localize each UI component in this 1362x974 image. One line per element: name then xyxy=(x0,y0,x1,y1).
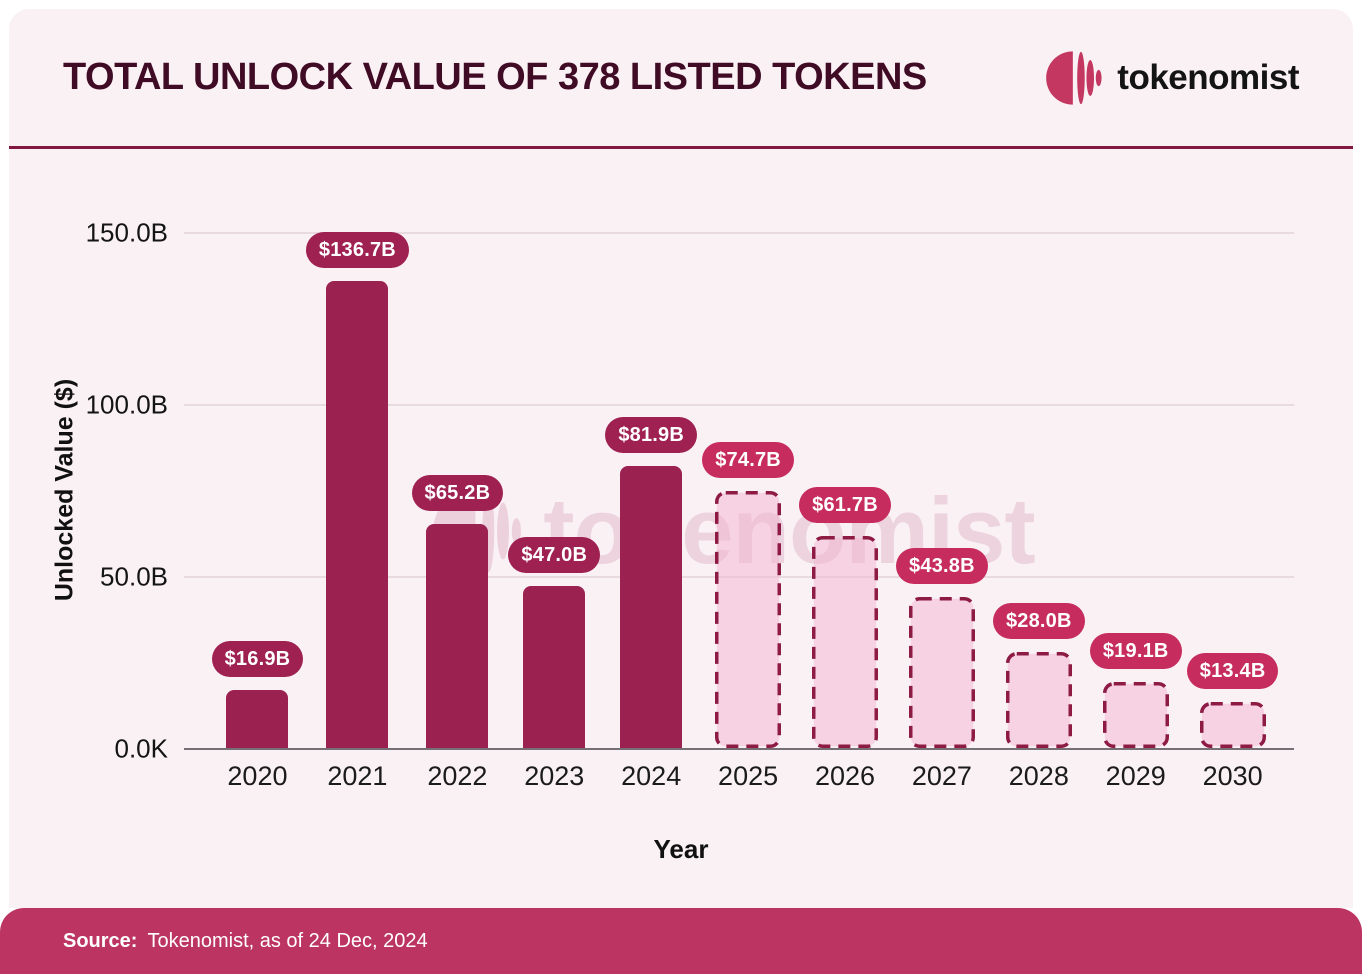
y-axis-title: Unlocked Value ($) xyxy=(50,378,79,602)
footer: Source: Tokenomist, as of 24 Dec, 2024 xyxy=(0,908,1362,974)
bar-column-2022: $65.2B 2022 xyxy=(409,232,506,791)
gridline-0-0k xyxy=(184,748,1294,750)
bar-2020 xyxy=(226,690,289,748)
bar-column-2021: $136.7B 2021 xyxy=(305,232,409,791)
bar-2024 xyxy=(620,466,683,748)
x-tick-2030: 2030 xyxy=(1202,761,1263,791)
x-tick-2029: 2029 xyxy=(1105,761,1166,791)
value-pill-2023: $47.0B xyxy=(508,537,601,573)
projected-bar-2026 xyxy=(812,536,878,748)
page-title: TOTAL UNLOCK VALUE OF 378 LISTED TOKENS xyxy=(63,56,927,98)
x-tick-2027: 2027 xyxy=(911,761,972,791)
plot-area: 150.0B 100.0B 50.0B 0.0K tokenomist $16.9B 2… xyxy=(86,218,1294,791)
y-tick-50-0b: 50.0B xyxy=(100,561,168,592)
y-tick-150-0b: 150.0B xyxy=(85,217,168,248)
brand-logo: tokenomist xyxy=(1045,49,1299,107)
source-label: Source: xyxy=(63,929,138,952)
header: TOTAL UNLOCK VALUE OF 378 LISTED TOKENS … xyxy=(9,9,1353,146)
bar-2022 xyxy=(426,524,489,748)
projected-bar-2028 xyxy=(1005,652,1072,748)
value-pill-2022: $65.2B xyxy=(411,475,504,511)
gridline-100-0b xyxy=(184,404,1294,406)
value-pill-2025: $74.7B xyxy=(702,442,794,478)
x-tick-2023: 2023 xyxy=(524,761,585,791)
bar-column-2026: $61.7B 2026 xyxy=(797,232,894,791)
brand-name: tokenomist xyxy=(1117,57,1299,97)
bar-column-2024: $81.9B 2024 xyxy=(603,232,700,791)
projected-bar-2027 xyxy=(908,597,975,748)
x-tick-2022: 2022 xyxy=(427,761,488,791)
bar-column-2027: $43.8B 2027 xyxy=(893,232,990,791)
value-pill-2030: $13.4B xyxy=(1186,653,1279,689)
x-tick-2021: 2021 xyxy=(327,761,388,791)
x-tick-2025: 2025 xyxy=(718,761,779,791)
tokenomist-logo-icon xyxy=(1046,50,1102,105)
value-pill-2021: $136.7B xyxy=(305,232,409,268)
bar-column-2030: $13.4B 2030 xyxy=(1184,232,1281,791)
projected-bar-2029 xyxy=(1102,682,1169,748)
source-text: Tokenomist, as of 24 Dec, 2024 xyxy=(147,929,428,952)
value-pill-2026: $61.7B xyxy=(799,487,891,523)
bar-column-2028: $28.0B 2028 xyxy=(990,232,1087,791)
value-pill-2028: $28.0B xyxy=(992,603,1085,639)
x-axis-title: Year xyxy=(653,834,709,864)
bars: $16.9B 2020 $136.7B 2021 $65.2B 2022 $47.0B 202… xyxy=(209,232,1281,791)
bar-column-2023: $47.0B 2023 xyxy=(506,232,603,791)
x-tick-2020: 2020 xyxy=(227,761,288,791)
bar-2023 xyxy=(523,586,586,748)
bar-2021 xyxy=(326,281,389,748)
chart: Unlocked Value ($) 150.0B 100.0B 50.0B 0.0K… xyxy=(9,149,1353,908)
y-tick-0-0k: 0.0K xyxy=(114,733,169,764)
value-pill-2020: $16.9B xyxy=(211,641,304,677)
gridline-150-0b xyxy=(184,232,1294,234)
x-tick-2026: 2026 xyxy=(814,761,876,791)
x-tick-2024: 2024 xyxy=(621,761,682,791)
bar-column-2020: $16.9B 2020 xyxy=(209,232,306,791)
value-pill-2027: $43.8B xyxy=(896,548,988,584)
chart-card: TOTAL UNLOCK VALUE OF 378 LISTED TOKENS … xyxy=(9,9,1353,908)
x-tick-2028: 2028 xyxy=(1008,761,1069,791)
value-pill-2029: $19.1B xyxy=(1089,633,1182,669)
header-divider xyxy=(9,146,1353,149)
bar-column-2029: $19.1B 2029 xyxy=(1087,232,1184,791)
projected-bar-2025 xyxy=(715,491,782,748)
value-pill-2024: $81.9B xyxy=(605,417,698,453)
bar-column-2025: $74.7B 2025 xyxy=(700,232,797,791)
y-tick-100-0b: 100.0B xyxy=(85,389,168,420)
projected-bar-2030 xyxy=(1199,702,1266,748)
